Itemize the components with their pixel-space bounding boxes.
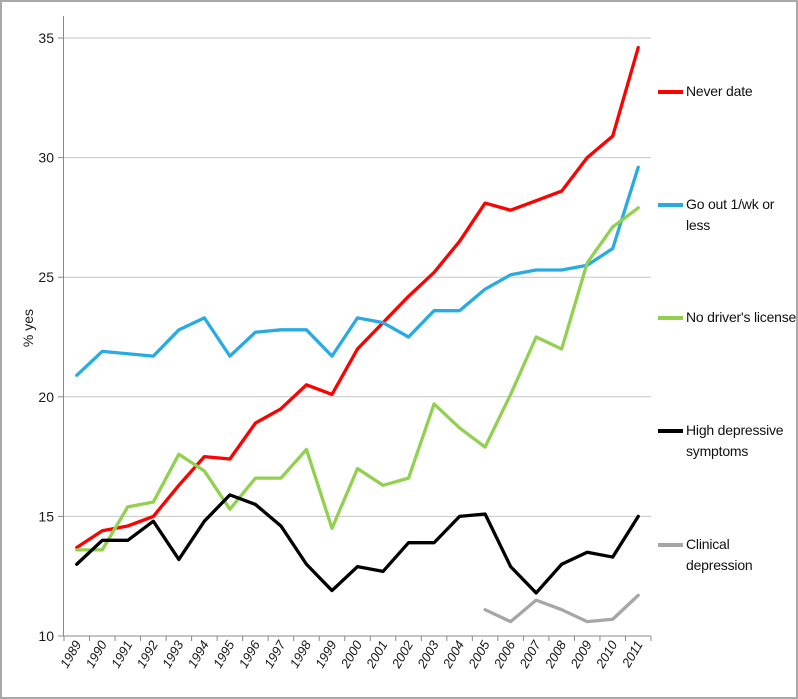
x-tick-label: 1998 bbox=[287, 637, 315, 670]
x-tick-label: 2008 bbox=[541, 637, 569, 671]
legend-line-swatch bbox=[658, 316, 683, 321]
legend-item-no-driver-s-license: No driver's license bbox=[658, 307, 797, 328]
legend-item-high-depressive-symptoms: High depressive symptoms bbox=[658, 420, 796, 462]
x-tick-label: 2009 bbox=[567, 638, 595, 671]
y-tick-label: 20 bbox=[38, 389, 54, 405]
legend-line-swatch bbox=[658, 542, 683, 547]
x-tick-label: 2004 bbox=[439, 638, 467, 671]
y-tick-label: 25 bbox=[38, 269, 54, 285]
series-line-high-depressive-symptoms bbox=[75, 493, 640, 595]
y-tick-label: 15 bbox=[38, 508, 54, 524]
x-tick-label: 1993 bbox=[159, 637, 187, 670]
x-tick-label: 2005 bbox=[465, 637, 493, 671]
x-tick-label: 2006 bbox=[490, 637, 518, 671]
series-line-never-date bbox=[75, 45, 640, 550]
legend-line-swatch bbox=[658, 429, 683, 434]
x-tick-label: 1995 bbox=[210, 637, 238, 670]
x-tick-label: 1990 bbox=[82, 637, 110, 670]
x-tick-label: 2003 bbox=[414, 637, 442, 671]
series-line-go-out-1-wk-or-less bbox=[75, 165, 640, 377]
legend-item-clinical-depression: Clinical depression bbox=[658, 534, 796, 576]
legend-line-swatch bbox=[658, 202, 683, 207]
x-tick-label: 1991 bbox=[108, 638, 135, 671]
x-tick-label: 1999 bbox=[312, 638, 339, 671]
x-tick-label: 2007 bbox=[516, 637, 544, 671]
y-tick-label: 30 bbox=[38, 150, 54, 166]
legend-label: Clinical depression bbox=[686, 535, 753, 573]
legend-item-go-out-1-wk-or-less: Go out 1/wk or less bbox=[658, 194, 796, 236]
legend-line-swatch bbox=[658, 89, 683, 94]
x-tick-label: 2001 bbox=[363, 638, 391, 671]
series-line-no-driver-s-license bbox=[75, 206, 640, 552]
y-tick-label: 35 bbox=[38, 30, 54, 46]
chart-legend: Never date Go out 1/wk or less No driver's… bbox=[658, 2, 797, 697]
x-tick-label: 2010 bbox=[592, 637, 620, 671]
legend-label: No driver's license bbox=[686, 309, 797, 326]
x-tick-label: 2011 bbox=[618, 638, 645, 671]
x-tick-label: 1992 bbox=[133, 637, 161, 670]
legend-label: Go out 1/wk or less bbox=[686, 195, 775, 233]
x-tick-label: 2000 bbox=[337, 637, 365, 671]
y-tick-label: 10 bbox=[38, 628, 54, 644]
x-tick-label: 1989 bbox=[57, 638, 84, 671]
x-tick-label: 2002 bbox=[388, 637, 416, 671]
legend-label: High depressive symptoms bbox=[686, 422, 784, 460]
x-tick-label: 1996 bbox=[236, 637, 264, 670]
series-line-clinical-depression bbox=[483, 593, 640, 624]
x-tick-label: 1997 bbox=[261, 637, 289, 670]
legend-label: Never date bbox=[686, 82, 753, 99]
x-tick-label: 1994 bbox=[185, 638, 212, 671]
legend-item-never-date: Never date bbox=[658, 81, 796, 102]
y-axis-title: % yes bbox=[20, 308, 36, 348]
